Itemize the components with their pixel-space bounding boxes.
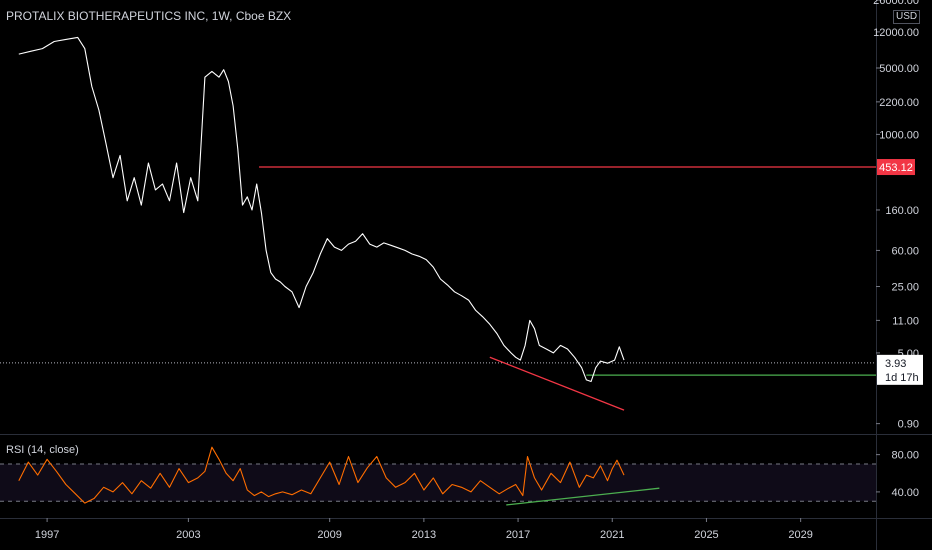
time-tick-label: 2003	[176, 529, 200, 541]
time-tick-label: 2013	[412, 529, 436, 541]
chart-title: PROTALIX BIOTHERAPEUTICS INC, 1W, Cboe B…	[6, 9, 292, 23]
level-tag	[877, 159, 915, 176]
rsi-band	[0, 463, 876, 502]
time-tick-label: 2021	[600, 529, 624, 541]
current-price-label: 3.93	[885, 358, 906, 370]
price-trendline	[489, 356, 625, 411]
countdown-label: 1d 17h	[885, 372, 919, 384]
rsi-tick-label: 40.00	[891, 487, 919, 499]
rsi-series-line	[18, 446, 625, 504]
time-tick-label: 2025	[694, 529, 718, 541]
price-tick-label: 1000.00	[879, 129, 919, 141]
price-tick-label: 25.00	[891, 282, 919, 294]
time-tick-label: 2017	[506, 529, 530, 541]
price-series-line	[18, 36, 625, 383]
price-tick-label: 26000.00	[873, 0, 919, 7]
current-price-tag	[877, 354, 923, 385]
time-tick-label: 2029	[788, 529, 812, 541]
rsi-title: RSI (14, close)	[6, 444, 79, 456]
price-tick-label: 5000.00	[879, 63, 919, 75]
rsi-trendline	[506, 487, 660, 506]
rsi-tick-label: 80.00	[891, 450, 919, 462]
level-tag-label: 453.12	[879, 162, 913, 174]
price-tick-label: 12000.00	[873, 27, 919, 39]
price-tick-label: 160.00	[885, 205, 919, 217]
price-tick-label: 2200.00	[879, 97, 919, 109]
time-tick-label: 1997	[35, 529, 59, 541]
price-tick-label: 60.00	[891, 245, 919, 257]
price-tick-label: 11.00	[892, 315, 919, 327]
price-tick-label: 0.90	[898, 419, 919, 431]
time-tick-label: 2009	[317, 529, 341, 541]
currency-unit[interactable]: USD	[893, 10, 921, 24]
